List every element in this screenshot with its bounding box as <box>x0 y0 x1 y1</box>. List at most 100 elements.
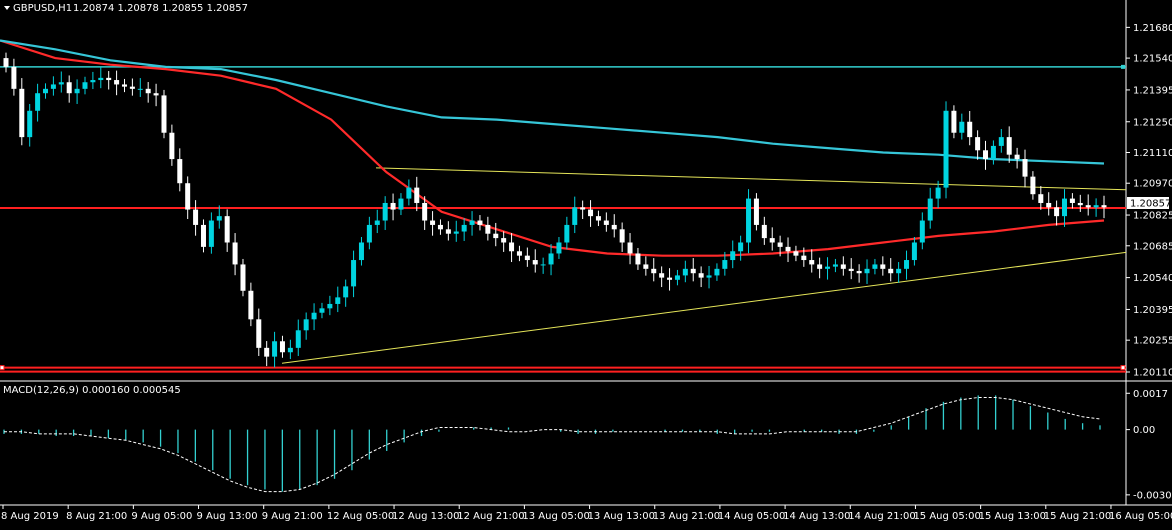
level-anchor-handle[interactable] <box>0 365 5 371</box>
candle-body <box>998 137 1004 146</box>
candle <box>66 75 72 103</box>
candle <box>1006 126 1012 163</box>
time-tick-label: 15 Aug 13:00 <box>979 511 1046 522</box>
candle <box>327 295 333 316</box>
level-anchor-handle[interactable] <box>1121 64 1125 69</box>
candle-body <box>501 238 507 243</box>
candle <box>674 269 680 286</box>
candle <box>998 129 1004 153</box>
candle <box>98 67 104 89</box>
candle-body <box>1101 205 1107 208</box>
candle <box>975 130 981 160</box>
candle-body <box>366 224 372 243</box>
symbol-dropdown-icon[interactable] <box>4 6 10 10</box>
candle-body <box>825 266 831 269</box>
candle-body <box>509 242 515 252</box>
candle-body <box>287 347 293 353</box>
candle <box>19 78 25 146</box>
candle <box>896 262 902 283</box>
candle <box>295 319 301 356</box>
candle-body <box>1030 176 1036 195</box>
candle <box>1062 189 1068 227</box>
price-panel[interactable]: 1.21680 1.21540 1.21395 1.21250 1.21110 1.209… <box>0 0 1172 382</box>
time-tick-label: 14 Aug 21:00 <box>848 511 915 522</box>
candle <box>832 258 838 273</box>
candle <box>809 249 815 273</box>
candle <box>848 258 854 280</box>
slow-moving-average-line[interactable] <box>0 39 1105 165</box>
candle <box>556 237 562 259</box>
candle <box>840 256 846 276</box>
candle <box>343 279 349 307</box>
price-tick-label: 1.20970 <box>1133 179 1172 190</box>
candle-body <box>248 290 254 320</box>
candle <box>627 233 633 265</box>
candle-body <box>1085 205 1091 208</box>
candle-body <box>516 251 522 256</box>
level-anchor-handle[interactable] <box>1120 365 1126 371</box>
candle <box>509 233 515 263</box>
candle <box>1077 194 1083 212</box>
candle-body <box>548 253 554 265</box>
candle <box>793 245 799 262</box>
candle-body <box>185 183 191 210</box>
candle <box>1085 194 1091 216</box>
current-price-tag-bg <box>1127 197 1169 209</box>
candle-body <box>114 80 120 85</box>
candle-body <box>627 242 633 254</box>
candle <box>1069 193 1075 209</box>
support-trendline[interactable] <box>281 251 1127 364</box>
candle-body <box>42 88 48 94</box>
time-tick-label: 15 Aug 05:00 <box>913 511 980 522</box>
candle <box>761 216 767 245</box>
candle <box>287 339 293 360</box>
candle <box>651 258 657 282</box>
candle <box>137 78 143 97</box>
candle <box>169 124 175 166</box>
candle <box>90 71 96 90</box>
candle <box>106 71 112 90</box>
candle <box>35 83 41 122</box>
candle-body <box>232 242 238 265</box>
candle-body <box>82 82 88 89</box>
candle <box>129 78 135 96</box>
candle <box>477 215 483 231</box>
candle-body <box>722 260 728 269</box>
candle-body <box>161 95 167 133</box>
candle-body <box>390 202 396 210</box>
candle <box>919 212 925 250</box>
resistance-trendline[interactable] <box>375 167 1127 191</box>
candle <box>1093 198 1099 217</box>
time-tick-label: 9 Aug 21:00 <box>262 511 323 522</box>
candle <box>722 251 728 276</box>
time-tick-label: 9 Aug 05:00 <box>131 511 192 522</box>
time-tick-label: 16 Aug 05:00 <box>1109 511 1172 522</box>
candle-body <box>595 216 601 221</box>
candle <box>603 212 609 232</box>
candle <box>690 258 696 282</box>
candle-body <box>311 312 317 320</box>
candle-body <box>1093 205 1099 208</box>
candle-body <box>358 242 364 261</box>
candle-body <box>888 268 894 274</box>
candle-body <box>1062 198 1068 217</box>
candle <box>485 216 491 241</box>
macd-panel[interactable]: MACD(12,26,9) 0.000160 0.000545 0.00170.… <box>0 382 1172 506</box>
candle <box>943 101 949 199</box>
candle <box>951 105 957 139</box>
candle <box>935 180 941 209</box>
price-tick-label: 1.20685 <box>1133 241 1172 252</box>
price-tick-label: 1.21540 <box>1133 54 1172 65</box>
candle-body <box>872 264 878 269</box>
candle-body <box>532 260 538 265</box>
candle <box>145 82 151 103</box>
time-tick-label: 15 Aug 21:00 <box>1044 511 1111 522</box>
candle <box>1101 195 1107 219</box>
candle-body <box>208 220 214 247</box>
candle-body <box>264 347 270 357</box>
time-tick-label: 14 Aug 05:00 <box>718 511 785 522</box>
candle <box>667 268 673 291</box>
candle-body <box>777 242 783 247</box>
